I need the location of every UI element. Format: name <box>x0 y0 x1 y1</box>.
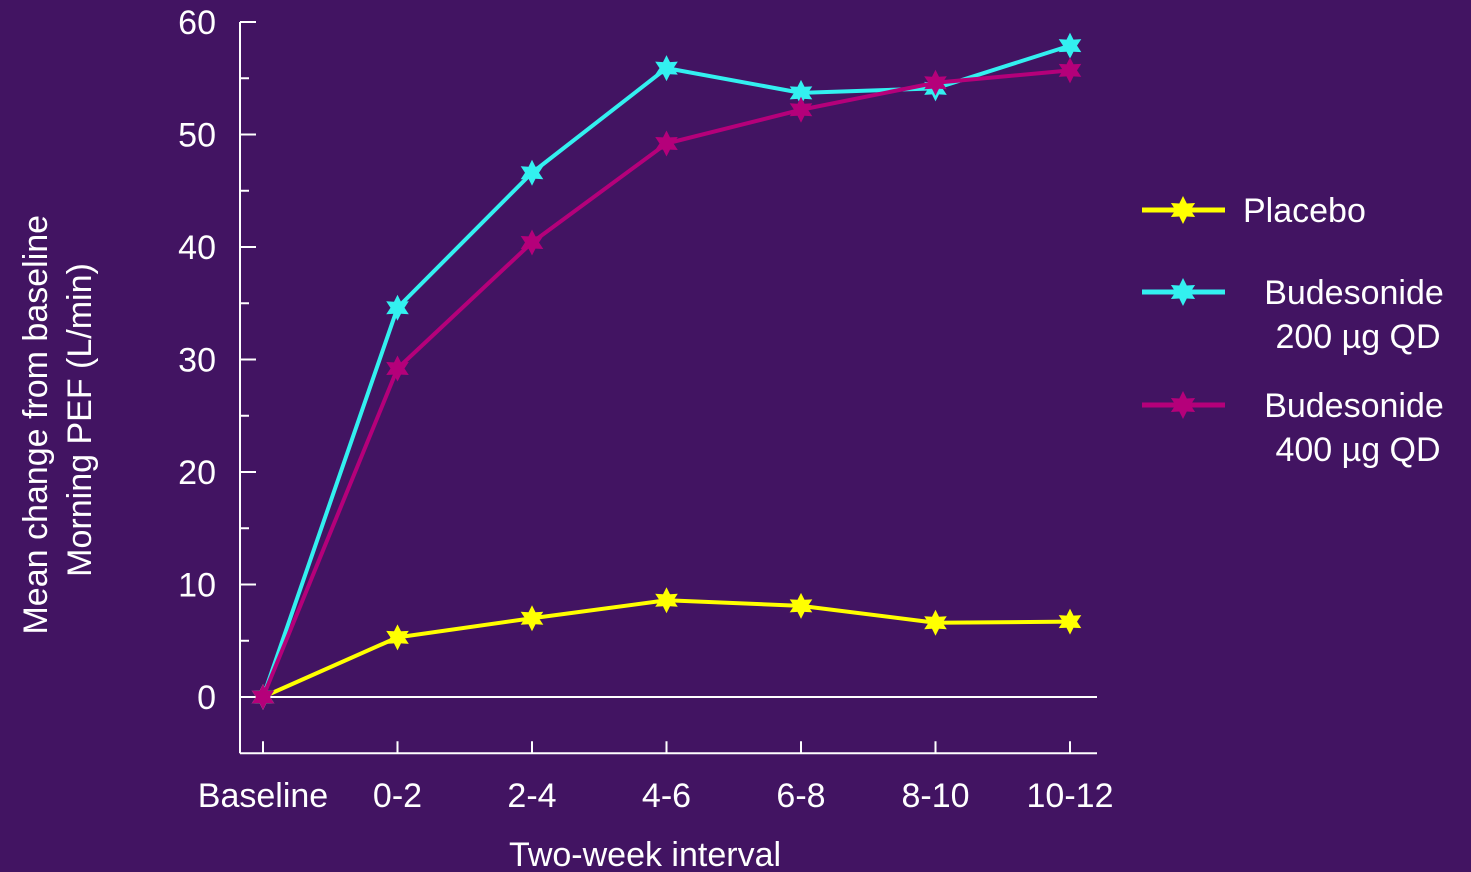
legend-label: Placebo <box>1243 192 1366 230</box>
legend-label-line: Budesonide <box>1264 274 1444 312</box>
data-point-marker <box>386 294 409 321</box>
data-point-marker <box>386 355 409 382</box>
data-point-marker <box>386 624 409 651</box>
legend-item-3: Budesonide 400 µg QD <box>1142 387 1444 469</box>
data-point-marker <box>1058 32 1082 59</box>
data-point-marker <box>1058 57 1082 84</box>
data-point-marker <box>924 69 947 96</box>
data-point-marker <box>789 96 813 123</box>
legend-marker <box>1170 196 1196 224</box>
legend-item-2: Budesonide 200 µg QD <box>1142 274 1444 356</box>
chart-legend: Placebo Budesonide 200 µg QD Budesonide 400 … <box>1142 192 1444 469</box>
data-point-marker <box>924 609 947 636</box>
y-tick-label: 40 <box>178 229 216 267</box>
legend-label: Budesonide 400 µg QD <box>1264 387 1444 469</box>
data-point-marker <box>520 605 544 632</box>
data-point-marker <box>655 130 678 157</box>
y-tick-label: 30 <box>178 342 216 380</box>
x-tick-label: 4-6 <box>642 777 691 815</box>
y-tick-label: 0 <box>197 679 216 717</box>
series-1 <box>251 587 1082 710</box>
data-point-marker <box>655 55 678 82</box>
y-axis-title-line-1: Mean change from baseline <box>17 215 55 635</box>
y-tick-label: 60 <box>178 4 216 42</box>
data-point-marker <box>655 587 678 614</box>
y-tick-label: 10 <box>178 567 216 605</box>
x-tick-label: 8-10 <box>901 777 969 815</box>
y-axis-title-line-2: Morning PEF (L/min) <box>61 263 99 577</box>
data-point-marker <box>1058 608 1082 635</box>
series-line <box>262 598 1071 699</box>
y-tick-label: 20 <box>178 454 216 492</box>
data-point-marker <box>789 79 813 106</box>
x-tick-label: 2-4 <box>507 777 556 815</box>
legend-label-line: Budesonide <box>1264 387 1444 425</box>
legend-item-1: Placebo <box>1142 192 1366 230</box>
chart-axes: 0 10 20 30 40 50 60 Baseline 0-2 2-4 4-6 6-8 8-10 10-… <box>178 4 1113 815</box>
chart-series <box>251 32 1082 710</box>
legend-marker <box>1170 391 1196 419</box>
legend-label-line: 400 µg QD <box>1275 431 1440 469</box>
data-point-marker <box>251 684 275 710</box>
legend-label-line: 200 µg QD <box>1275 318 1440 356</box>
x-tick-label: 0-2 <box>373 777 422 815</box>
data-point-marker <box>520 229 544 256</box>
legend-marker <box>1170 278 1196 306</box>
legend-label: Budesonide 200 µg QD <box>1264 274 1444 356</box>
y-axis-title: Mean change from baseline Morning PEF (L… <box>17 205 99 634</box>
x-tick-label: 6-8 <box>776 777 825 815</box>
data-point-marker <box>520 159 544 186</box>
x-axis-title: Two-week interval <box>509 836 781 872</box>
y-tick-label: 50 <box>178 117 216 155</box>
x-tick-label: Baseline <box>198 777 328 815</box>
x-tick-label: 10-12 <box>1027 777 1114 815</box>
data-point-marker <box>789 592 813 619</box>
series-3 <box>251 57 1082 710</box>
